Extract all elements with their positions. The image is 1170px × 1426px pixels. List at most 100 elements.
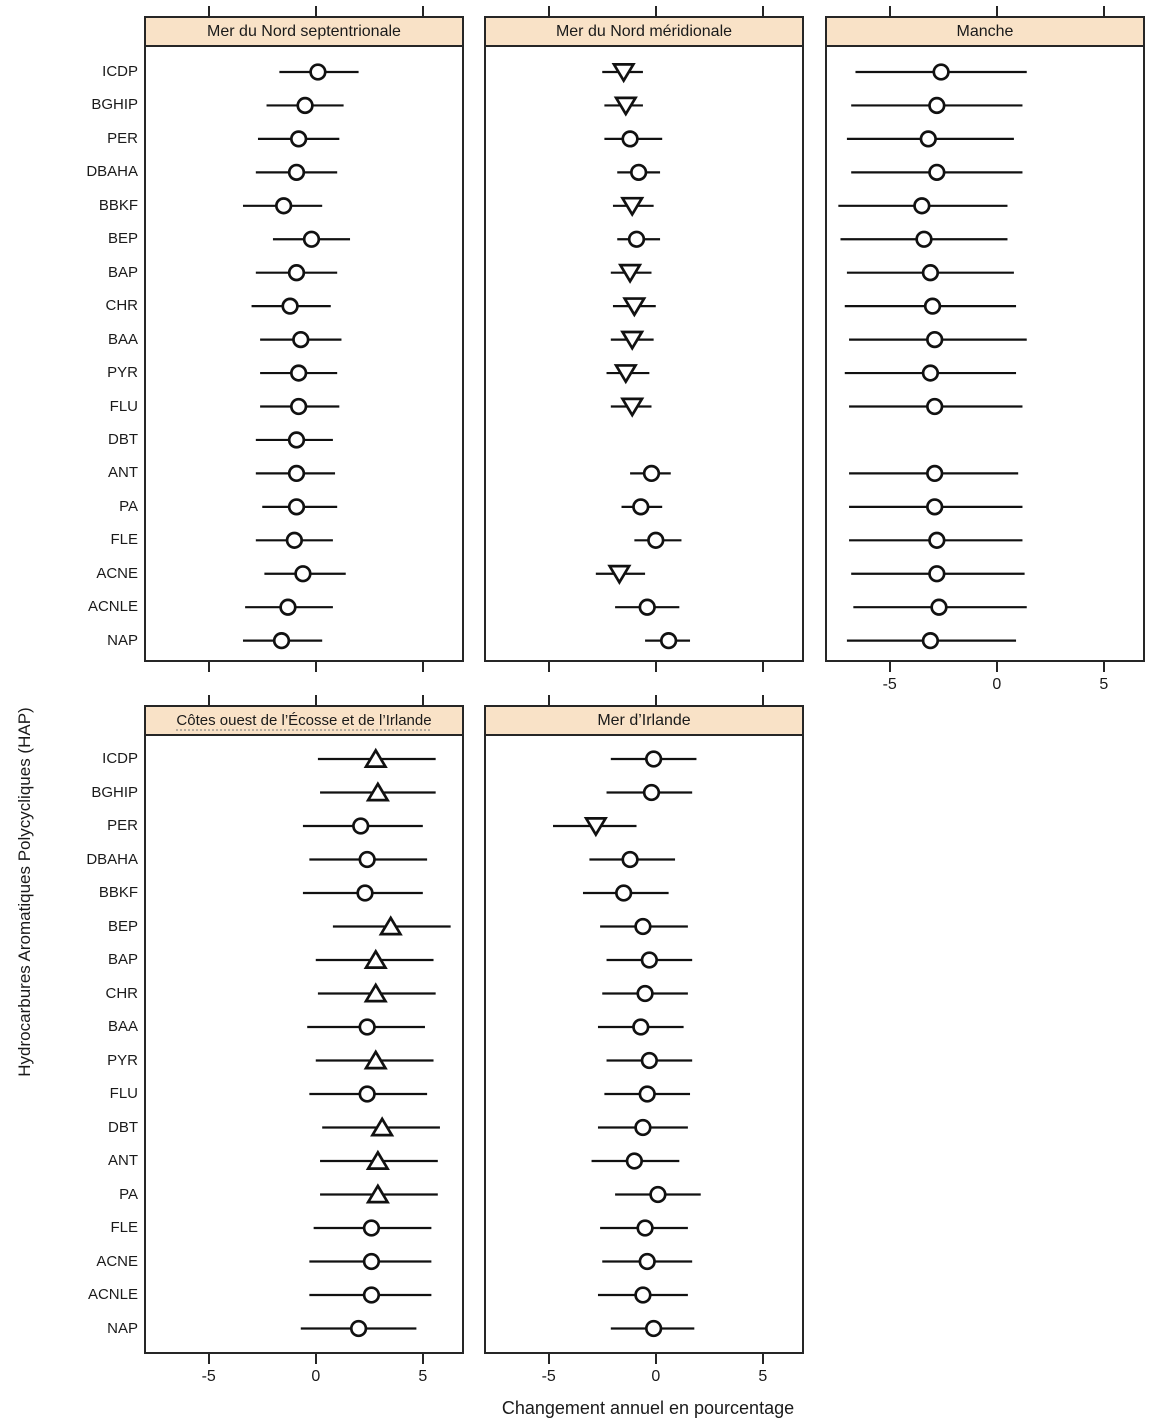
point-circle [625,1152,644,1170]
axis-tick-bottom [654,1354,657,1364]
axis-tick-label: 0 [651,1368,661,1385]
point-triangle-up [365,1149,390,1170]
point-circle [272,632,291,650]
point-circle [926,464,944,483]
point-circle [292,330,310,349]
point-triangle-up [363,982,388,1003]
panel-cotes-ouest-ecosse-irlande: Côtes ouest de l’Écosse et de l’Irlande … [144,695,464,1385]
point-triangle-down [620,196,645,218]
point-circle [632,498,650,516]
axis-tick-top [207,695,210,705]
point-circle [913,197,931,215]
axis-tick-bottom [995,662,998,672]
row-label-bbkf: BBKF [98,884,138,901]
axis-tick-top [547,6,550,16]
point-circle [627,230,646,248]
point-triangle-up [363,948,388,969]
row-label-fle: FLE [110,531,138,549]
panel-header: Mer du Nord septentrionale [146,18,462,47]
axis-tick-top [421,6,424,16]
panel-header: Mer du Nord méridionale [486,18,802,47]
point-circle [638,598,656,616]
axis-tick-label: -5 [541,1368,556,1385]
axis-tick-top [654,695,657,705]
point-circle [289,130,308,148]
panel-mer-du-nord-meridionale: Mer du Nord méridionale [484,6,804,672]
point-triangle-down [611,63,636,84]
axis-tick-top [314,695,317,705]
point-circle [275,197,293,215]
panel-plot [827,47,1143,660]
point-circle [636,984,654,1003]
point-triangle-down [618,263,643,284]
panel-manche: Manche -5 0 5 [825,6,1145,693]
panel-mer-du-nord-septentrionale: Mer du Nord septentrionale [144,6,464,672]
point-circle [358,1018,376,1036]
point-circle [287,431,306,449]
axis-tick-bottom [421,662,424,672]
panel-plot [486,47,802,660]
axis-tick-label: -5 [201,1368,216,1385]
point-circle [294,565,312,583]
point-circle [634,1118,652,1137]
point-circle [923,297,942,315]
panel-mer-d-irlande: Mer d’Irlande -5 0 5 [484,695,804,1385]
axis-tick-bottom [421,1354,424,1364]
point-circle [356,884,374,902]
row-label-baa: BAA [107,1018,138,1035]
point-circle [928,96,946,115]
axis-tick-label: 0 [992,676,1002,693]
point-circle [926,330,944,349]
point-circle [358,1085,376,1103]
point-circle [921,632,940,650]
row-label-dbt: DBT [108,430,138,448]
point-circle [647,531,665,549]
axis-tick-label: 5 [418,1368,428,1385]
point-triangle-down [583,817,608,838]
axis-tick-top [1102,6,1105,16]
point-triangle-up [363,1049,388,1070]
point-circle [287,264,306,282]
row-label-per: PER [107,129,138,147]
row-label-per: PER [107,817,138,834]
row-label-fle: FLE [110,1219,138,1236]
point-circle [287,498,306,516]
row-label-chr: CHR [105,984,139,1002]
axis-tick-top [314,6,317,16]
point-circle [928,531,946,549]
panel-title: Mer du Nord septentrionale [207,22,401,40]
row-label-icdp: ICDP [102,63,138,80]
point-circle [642,783,661,802]
point-circle [926,498,944,516]
axis-tick-bottom [547,1354,550,1364]
axis-tick-label: -5 [882,676,897,693]
axis-tick-bottom [314,1354,317,1364]
axis-tick-bottom [654,662,657,672]
axis-tick-bottom [761,1354,764,1364]
point-circle [632,1018,650,1036]
point-circle [638,1085,656,1103]
row-label-pyr: PYR [107,1051,138,1069]
row-label-flu: FLU [109,1085,138,1102]
row-label-bghip: BGHIP [91,783,138,801]
row-label-dbt: DBT [108,1118,138,1136]
row-label-bghip: BGHIP [91,96,138,114]
point-triangle-down [613,96,638,117]
point-circle [644,1319,663,1338]
axis-tick-label: 5 [758,1368,768,1385]
point-triangle-down [622,297,647,318]
row-label-bep: BEP [107,917,138,935]
point-circle [352,817,370,835]
point-circle [634,1286,652,1304]
point-circle [362,1252,381,1271]
point-circle [281,297,299,315]
axis-tick-top [995,6,998,16]
axis-tick-bottom [207,662,210,672]
row-label-flu: FLU [109,397,138,415]
row-label-acne: ACNE [96,1252,138,1270]
point-triangle-up [363,747,388,768]
axis-tick-top [761,695,764,705]
point-circle [287,464,306,483]
point-circle [921,364,940,382]
